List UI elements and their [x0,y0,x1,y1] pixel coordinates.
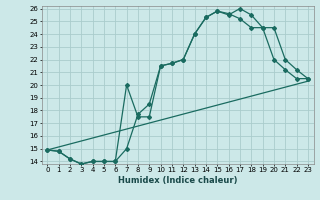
X-axis label: Humidex (Indice chaleur): Humidex (Indice chaleur) [118,176,237,185]
